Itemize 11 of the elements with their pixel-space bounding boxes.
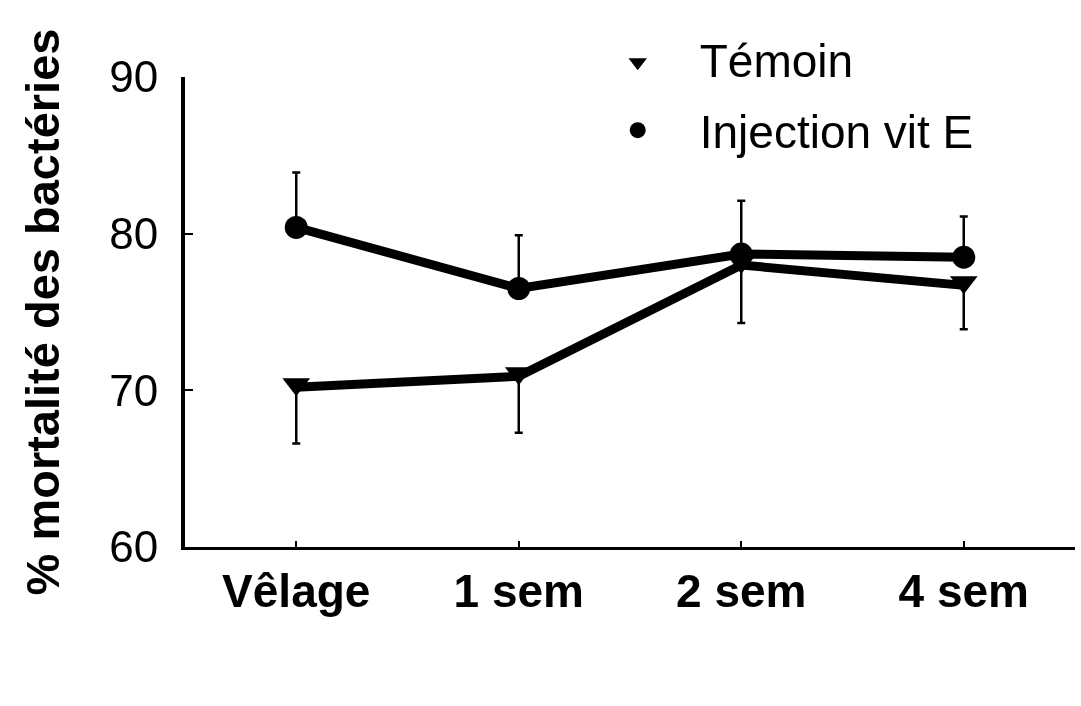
x-tick-label: 1 sem: [453, 565, 584, 618]
x-tick-label: Vêlage: [222, 565, 371, 618]
y-axis-title: % mortalité des bactéries: [15, 28, 69, 596]
y-tick-label: 90: [109, 52, 159, 102]
y-tick-label: 70: [109, 365, 159, 415]
y-tick-label: 60: [109, 522, 159, 572]
legend-label: Témoin: [699, 35, 854, 88]
x-tick-label: 4 sem: [898, 565, 1029, 618]
x-tick-label: 2 sem: [676, 565, 807, 618]
y-tick-label: 80: [109, 209, 159, 259]
legend-label: Injection vit E: [699, 106, 974, 159]
